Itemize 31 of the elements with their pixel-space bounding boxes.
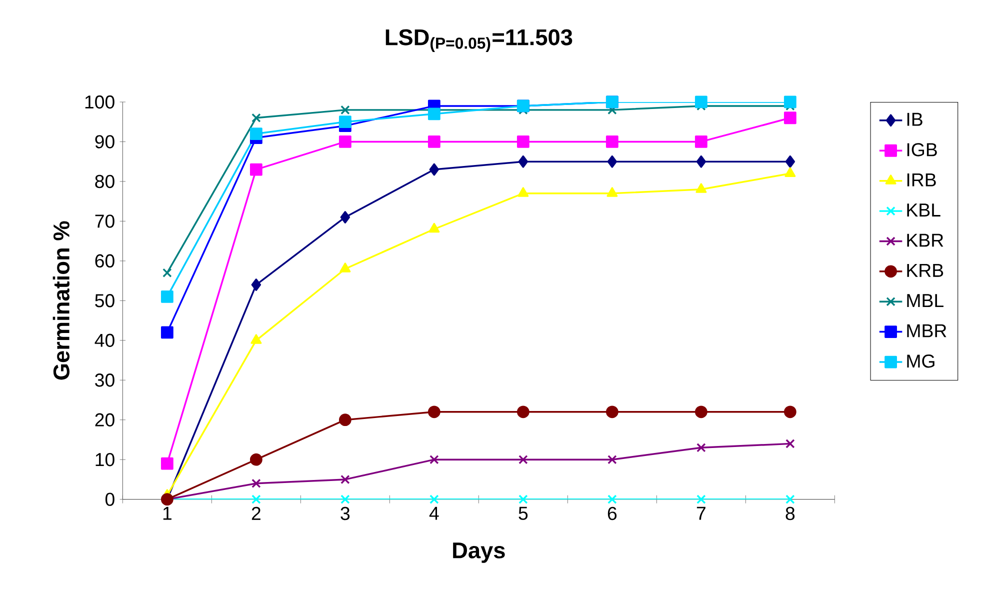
chart-title: LSD$_{(P=0.05)}$=11.503 <box>386 29 572 52</box>
x-tick-label: 3 <box>340 506 350 520</box>
y-tick-label: 20 <box>95 413 114 426</box>
y-tick-label: 90 <box>95 135 114 148</box>
y-tick-label: 80 <box>95 174 114 188</box>
x-tick-label: 6 <box>608 506 617 520</box>
x-tick-label: 1 <box>163 506 172 520</box>
y-tick-label: 30 <box>95 373 114 387</box>
legend-label: MG <box>907 354 934 368</box>
y-tick-label: 70 <box>95 214 114 228</box>
legend-label: KBL <box>907 204 940 216</box>
x-axis-title: Days <box>453 542 505 563</box>
y-tick-label: 100 <box>85 95 114 109</box>
legend-label: IRB <box>907 173 936 186</box>
y-tick-label: 0 <box>105 492 114 506</box>
y-tick-label: 10 <box>96 452 114 466</box>
legend-label: MBR <box>907 324 946 338</box>
legend-label: IGB <box>907 143 937 156</box>
y-tick-label: 60 <box>95 254 114 268</box>
y-axis-title: Germination % <box>52 221 70 380</box>
y-tick-label: 40 <box>94 334 114 347</box>
legend-label: KRB <box>907 264 944 277</box>
x-tick-label: 5 <box>518 506 528 520</box>
legend-label: KBR <box>907 234 944 247</box>
y-tick-label: 50 <box>95 294 114 308</box>
legend-label: MBL <box>907 294 944 308</box>
legend-label: IB <box>907 112 922 126</box>
x-tick-label: 2 <box>252 506 260 520</box>
x-tick-label: 8 <box>786 506 795 520</box>
x-tick-label: 7 <box>696 506 706 520</box>
x-tick-label: 4 <box>429 506 439 520</box>
